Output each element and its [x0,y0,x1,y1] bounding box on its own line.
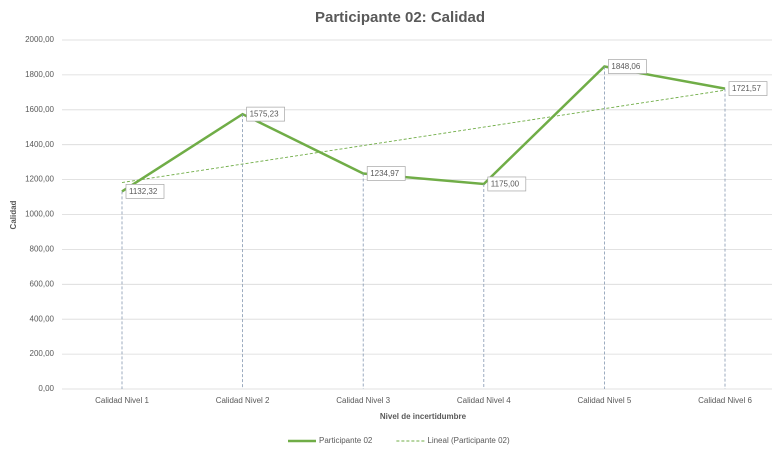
data-label-box [366,166,406,181]
y-tick-label: 1600,00 [25,105,54,114]
data-label: 1575,23 [250,110,279,119]
data-label: 1132,32 [129,187,158,196]
data-label: 1175,00 [491,180,520,189]
x-tick-label: Calidad Nivel 1 [95,396,149,405]
y-tick-label: 0,00 [38,384,54,393]
data-label-box [487,176,527,192]
series-line [121,65,726,193]
legend-label: Participante 02 [319,436,373,445]
data-label: 1848,06 [611,62,640,71]
data-label: 1234,97 [370,169,399,178]
y-tick-label: 800,00 [30,245,55,254]
y-tick-label: 400,00 [30,314,55,323]
x-tick-label: Calidad Nivel 4 [457,396,511,405]
y-tick-label: 200,00 [30,349,55,358]
y-tick-label: 1800,00 [25,70,54,79]
x-tick-label: Calidad Nivel 2 [216,396,270,405]
y-axis-title: Calidad [9,200,18,229]
x-tick-label: Calidad Nivel 5 [577,396,631,405]
data-label-box [125,184,165,199]
y-tick-label: 1000,00 [25,210,54,219]
chart-title: Participante 02: Calidad [315,9,485,26]
data-label-box [608,59,647,74]
data-label-box [246,106,285,122]
data-label: 1721,57 [732,84,761,93]
legend-label: Lineal (Participante 02) [427,436,510,445]
y-tick-label: 2000,00 [25,35,54,44]
y-tick-label: 1400,00 [25,140,54,149]
data-label-box [728,81,768,96]
y-tick-label: 600,00 [30,279,55,288]
x-axis-title: Nivel de incertidumbre [380,412,467,421]
x-tick-label: Calidad Nivel 6 [698,396,752,405]
trend-line [121,89,726,183]
y-tick-label: 1200,00 [25,175,54,184]
x-tick-label: Calidad Nivel 3 [336,396,390,405]
